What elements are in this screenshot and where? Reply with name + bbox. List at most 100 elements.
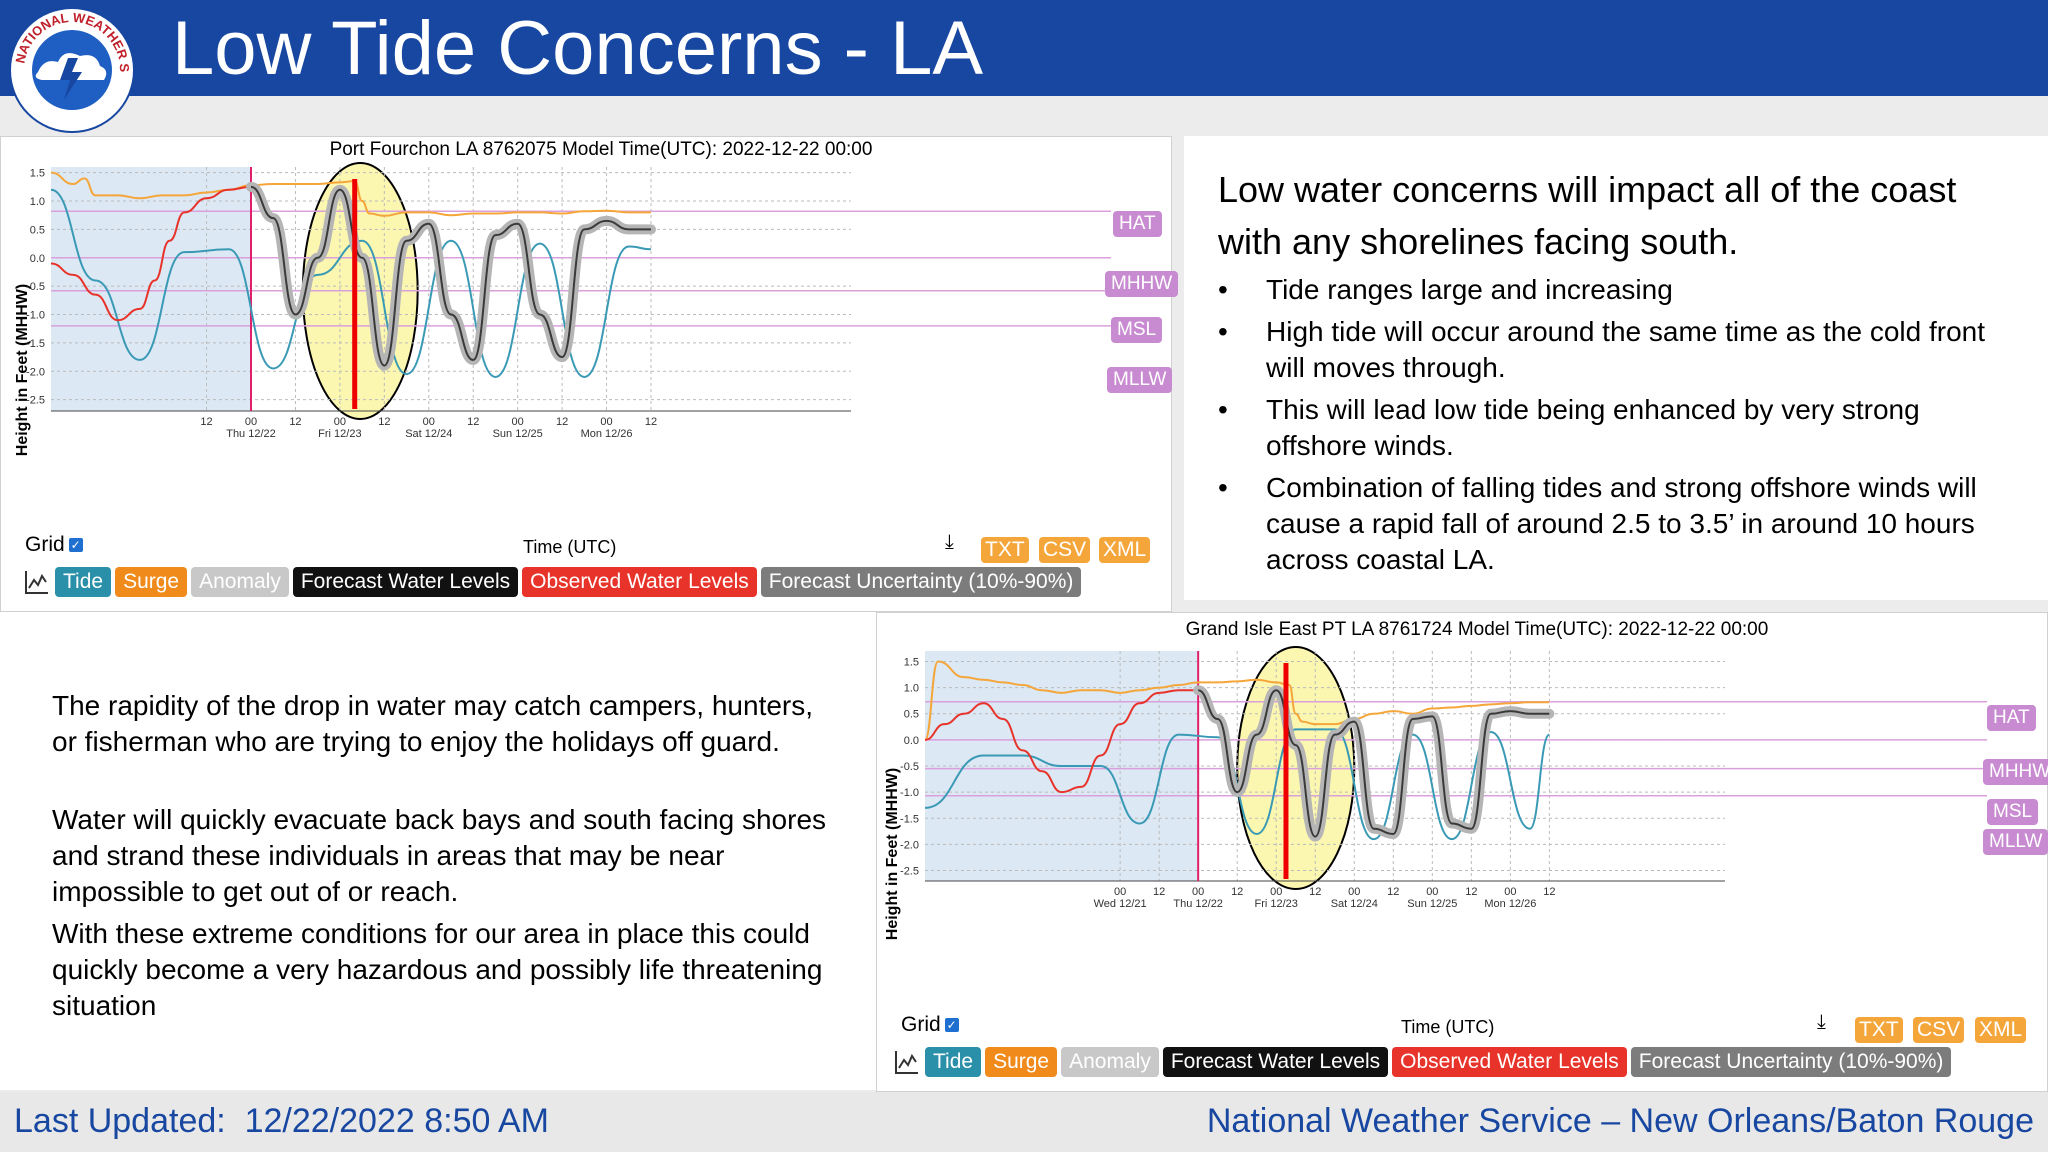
series-surge xyxy=(924,660,1550,741)
legend-surge[interactable]: Surge xyxy=(985,1047,1058,1077)
x-tick-label: 00 xyxy=(1348,886,1360,898)
y-tick-label: 0.0 xyxy=(904,735,919,747)
x-tick-label: 12 xyxy=(1153,886,1165,898)
csv-button[interactable]: CSV xyxy=(1039,537,1091,563)
x-tick-label: 12 xyxy=(1465,886,1477,898)
legend-tide[interactable]: Tide xyxy=(55,567,112,597)
office-name: National Weather Service – New Orleans/B… xyxy=(1206,1102,2034,1140)
bullet-item: • Combination of falling tides and strong… xyxy=(1218,472,1977,575)
x-axis-label: Time (UTC) xyxy=(523,537,617,557)
summary-bullets: • Tide ranges large and increasing • High … xyxy=(1218,272,2018,584)
legend-observed[interactable]: Observed Water Levels xyxy=(522,567,757,597)
legend-observed[interactable]: Observed Water Levels xyxy=(1392,1047,1627,1077)
hat-label: HAT xyxy=(1987,705,2036,731)
legend-forecast[interactable]: Forecast Water Levels xyxy=(1162,1047,1389,1077)
xml-button[interactable]: XML xyxy=(1975,1017,2027,1043)
x-tick-label: 00 xyxy=(1504,886,1516,898)
x-tick-label: 12 xyxy=(1543,886,1555,898)
x-tick-label: 12 xyxy=(467,416,479,428)
y-tick-label: -2.5 xyxy=(26,395,45,407)
y-tick-label: -0.5 xyxy=(900,761,919,773)
bullet-text: Tide ranges large and increasing xyxy=(1266,274,1673,305)
bullet-text: Combination of falling tides and strong … xyxy=(1266,472,1977,575)
legend-uncertainty[interactable]: Forecast Uncertainty (10%-90%) xyxy=(760,567,1082,597)
chart-title: Grand Isle East PT LA 8761724 Model Time… xyxy=(1185,619,1769,640)
past-period-shading xyxy=(51,167,251,411)
y-tick-label: 0.5 xyxy=(30,224,45,236)
grid-label: Grid xyxy=(901,1013,941,1036)
x-tick-label: 12 xyxy=(645,416,657,428)
txt-button[interactable]: TXT xyxy=(1855,1017,1903,1043)
hat-label: HAT xyxy=(1113,211,1162,237)
footer-bar: Last Updated: 12/22/2022 8:50 AM Nationa… xyxy=(0,1092,2048,1152)
series-tide xyxy=(50,188,652,378)
x-tick-label: 00 xyxy=(423,416,435,428)
y-tick-label: -1.0 xyxy=(26,310,45,322)
y-tick-label: 1.0 xyxy=(904,683,919,695)
chart-icon[interactable] xyxy=(893,1048,921,1076)
x-tick-label: 12 xyxy=(1231,886,1243,898)
chart-icon[interactable] xyxy=(23,568,51,596)
y-tick-label: -2.5 xyxy=(900,866,919,878)
paragraph: The rapidity of the drop in water may ca… xyxy=(52,690,814,757)
legend-tide[interactable]: Tide xyxy=(925,1047,982,1077)
xml-button[interactable]: XML xyxy=(1099,537,1151,563)
x-tick-sublabel: Fri 12/23 xyxy=(1255,898,1298,910)
chart-title: Port Fourchon LA 8762075 Model Time(UTC)… xyxy=(329,139,873,160)
download-icon[interactable]: ⤓ xyxy=(1817,1011,1826,1033)
y-tick-label: 1.0 xyxy=(30,196,45,208)
y-tick-label: -2.0 xyxy=(900,839,919,851)
mhhw-label: MHHW xyxy=(1105,271,1179,297)
y-tick-label: -0.5 xyxy=(26,281,45,293)
summary-headline: Low water concerns will impact all of th… xyxy=(1218,169,1957,262)
chart-panel-port-fourchon: Port Fourchon LA 8762075 Model Time(UTC)… xyxy=(0,136,1179,612)
x-tick-label: 00 xyxy=(600,416,612,428)
download-icon[interactable]: ⤓ xyxy=(945,531,954,553)
grid-label: Grid xyxy=(25,533,65,556)
x-tick-sublabel: Thu 12/22 xyxy=(226,428,276,440)
x-tick-sublabel: Mon 12/26 xyxy=(1484,898,1536,910)
x-tick-label: 00 xyxy=(512,416,524,428)
x-tick-label: 00 xyxy=(334,416,346,428)
legend-anomaly[interactable]: Anomaly xyxy=(1061,1047,1159,1077)
page-title: Low Tide Concerns - LA xyxy=(172,6,984,91)
x-tick-label: 12 xyxy=(1387,886,1399,898)
x-tick-label: 00 xyxy=(1426,886,1438,898)
x-tick-label: 12 xyxy=(378,416,390,428)
series-observed-water-levels xyxy=(50,185,252,322)
series-observed-water-levels xyxy=(924,689,1199,794)
x-tick-sublabel: Thu 12/22 xyxy=(1173,898,1223,910)
bullet-item: • Tide ranges large and increasing xyxy=(1218,274,1673,305)
csv-button[interactable]: CSV xyxy=(1913,1017,1965,1043)
header-divider xyxy=(0,96,2048,136)
bullet-item: • This will lead low tide being enhanced … xyxy=(1218,394,1920,461)
checkbox-icon[interactable]: ✓ xyxy=(68,538,83,552)
x-tick-sublabel: Sat 12/24 xyxy=(1331,898,1378,910)
legend-uncertainty[interactable]: Forecast Uncertainty (10%-90%) xyxy=(1630,1047,1952,1077)
x-tick-sublabel: Fri 12/23 xyxy=(318,428,361,440)
txt-button[interactable]: TXT xyxy=(981,537,1029,563)
legend-anomaly[interactable]: Anomaly xyxy=(191,567,289,597)
checkbox-icon[interactable]: ✓ xyxy=(944,1018,959,1032)
x-tick-label: 12 xyxy=(289,416,301,428)
x-tick-sublabel: Sat 12/24 xyxy=(405,428,452,440)
paragraph: With these extreme conditions for our ar… xyxy=(52,918,823,1021)
chart-legend: Tide Surge Anomaly Forecast Water Levels… xyxy=(23,567,1082,597)
legend-surge[interactable]: Surge xyxy=(115,567,188,597)
bullet-item: • High tide will occur around the same ti… xyxy=(1218,316,1986,383)
msl-label: MSL xyxy=(1111,317,1163,343)
grid-toggle[interactable]: Grid ✓ xyxy=(901,1013,959,1037)
summary-panel: Low water concerns will impact all of th… xyxy=(1184,136,2048,600)
mllw-label: MLLW xyxy=(1983,829,2048,855)
series-forecast-water-levels xyxy=(1197,689,1550,838)
legend-forecast[interactable]: Forecast Water Levels xyxy=(292,567,519,597)
grid-toggle[interactable]: Grid ✓ xyxy=(25,533,83,557)
last-updated: Last Updated: 12/22/2022 8:50 AM xyxy=(14,1102,549,1140)
y-tick-label: -1.0 xyxy=(900,787,919,799)
x-tick-label: 00 xyxy=(1114,886,1126,898)
header-bar: Low Tide Concerns - LA xyxy=(0,0,2048,96)
y-tick-label: 1.5 xyxy=(30,168,45,180)
x-axis-label: Time (UTC) xyxy=(1401,1017,1495,1037)
hazard-text-panel: The rapidity of the drop in water may ca… xyxy=(0,612,876,1090)
